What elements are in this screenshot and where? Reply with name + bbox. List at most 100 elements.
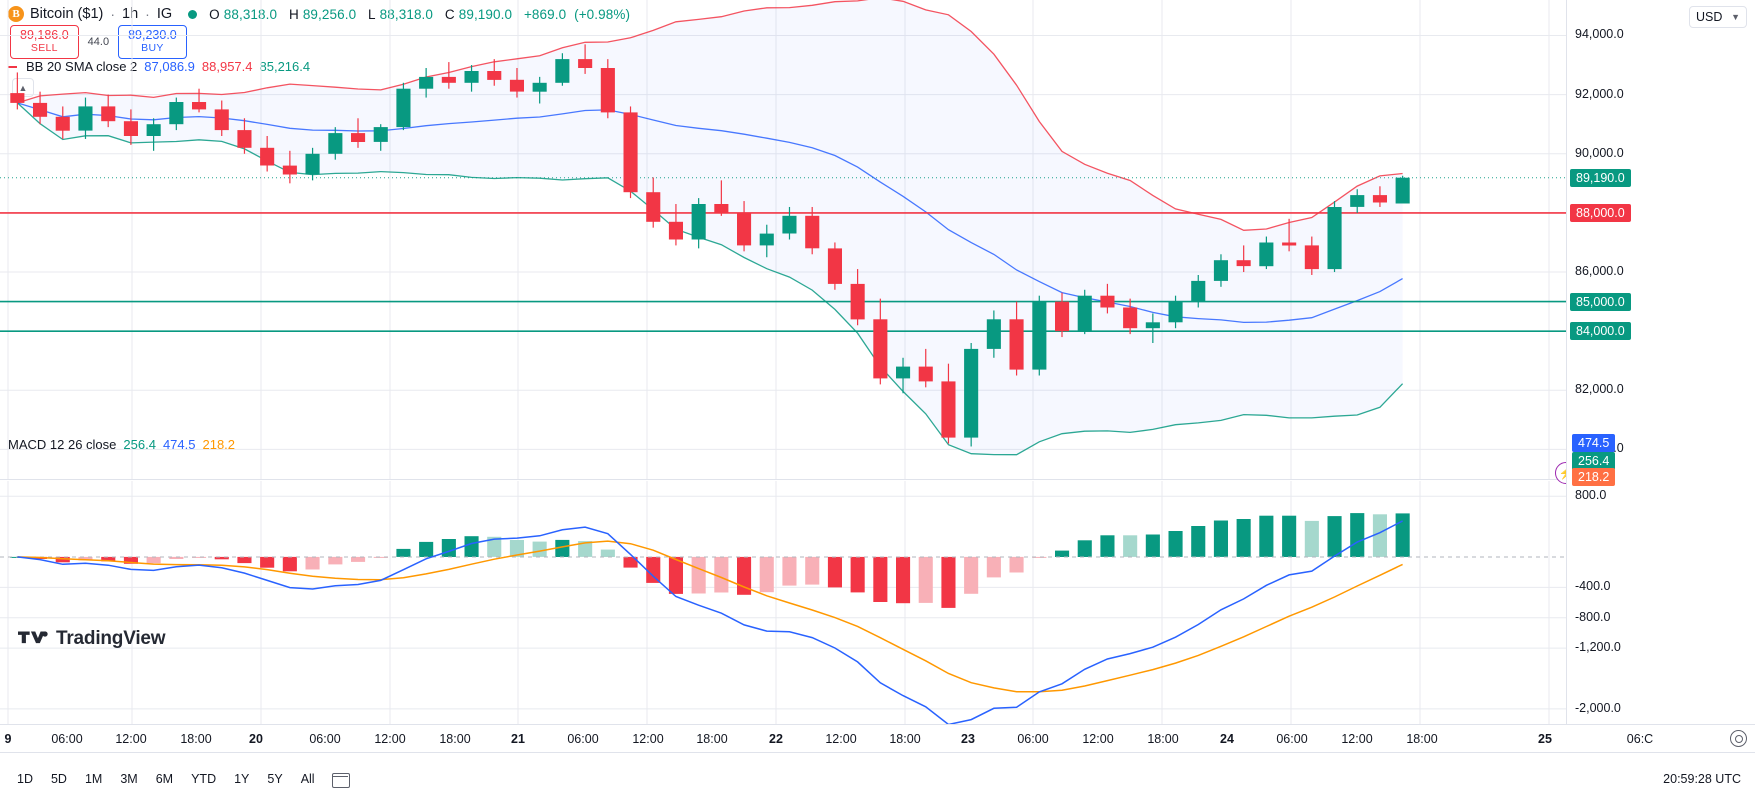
macd-signal-value: 474.5 (162, 437, 196, 452)
bb-basis-value: 87,086.9 (144, 59, 195, 74)
close-value: 89,190.0 (458, 6, 513, 22)
price-tick: 90,000.0 (1575, 145, 1624, 160)
pane-divider[interactable] (0, 479, 1755, 480)
ohlc-values: O 88,318.0 H 89,256.0 L 88,318.0 C 89,190.0 … (209, 7, 634, 22)
buy-button[interactable]: 89,230.0 BUY (118, 25, 187, 60)
symbol-legend: B Bitcoin ($1) · 1h · IG O 88,318.0 H 89,2… (8, 6, 634, 22)
time-tick: 12:00 (374, 732, 406, 746)
time-tick: 06:00 (51, 732, 83, 746)
interval-label[interactable]: 1h (122, 6, 139, 22)
time-tick: 18:00 (889, 732, 921, 746)
macd-title: MACD 12 26 close (8, 437, 117, 452)
sell-label: SELL (30, 41, 58, 54)
market-status-dot[interactable] (188, 9, 198, 19)
legend-separator-1: · (110, 6, 116, 22)
time-tick: 18:00 (439, 732, 471, 746)
tradingview-brand: TradingView (56, 628, 166, 649)
high-label: H (288, 6, 299, 22)
macd-tick: -800.0 (1575, 609, 1611, 624)
macd-tick: -400.0 (1575, 579, 1611, 594)
macd-badge[interactable]: 256.4 (1572, 452, 1616, 470)
bottom-toolbar: 1D 5D 1M 3M 6M YTD 1Y 5Y All 20:59:28 UTC (0, 752, 1755, 804)
time-tick: 18:00 (180, 732, 212, 746)
macd-chart-pane[interactable] (0, 481, 1566, 724)
range-button-1y[interactable]: 1Y (227, 768, 256, 790)
tradingview-logo: TradingView (18, 628, 166, 650)
time-tick: 24 (1220, 732, 1234, 746)
buy-label: BUY (141, 41, 164, 54)
macd-gridlines (0, 481, 1566, 724)
macd-badge[interactable]: 474.5 (1572, 434, 1616, 452)
macd-signal-lines (17, 520, 1403, 724)
price-chart-canvas (0, 0, 1566, 479)
trade-panel: 89,186.0 SELL 44.0 89,230.0 BUY (10, 25, 187, 60)
low-label: L (368, 6, 376, 22)
time-tick: 23 (961, 732, 975, 746)
time-tick: 18:00 (696, 732, 728, 746)
range-button-5d[interactable]: 5D (44, 768, 74, 790)
macd-badge[interactable]: 218.2 (1572, 468, 1616, 486)
time-tick: 20 (249, 732, 263, 746)
bb-title: BB 20 SMA close 2 (26, 59, 138, 74)
bb-line-icon (8, 65, 17, 68)
open-value: 88,318.0 (223, 6, 278, 22)
time-tick: 12:00 (632, 732, 664, 746)
macd-legend[interactable]: MACD 12 26 close 256.4 474.5 218.2 (8, 437, 235, 452)
symbol-name[interactable]: Bitcoin ($1) (30, 6, 104, 22)
bitcoin-icon: B (8, 6, 24, 22)
time-tick: 9 (4, 732, 12, 746)
calendar-icon[interactable] (331, 770, 350, 788)
currency-selector[interactable]: USD ▼ (1689, 6, 1747, 28)
time-tick: 18:00 (1406, 732, 1438, 746)
time-settings-icon[interactable] (1730, 730, 1747, 747)
range-button-1d[interactable]: 1D (10, 768, 40, 790)
time-tick: 12:00 (1341, 732, 1373, 746)
legend-separator-2: · (145, 6, 150, 22)
candlestick-series (10, 44, 1410, 447)
range-buttons: 1D 5D 1M 3M 6M YTD 1Y 5Y All (0, 768, 322, 790)
price-badge-support-line[interactable]: 85,000.0 (1570, 292, 1631, 311)
time-tick: 06:00 (309, 732, 341, 746)
bb-band-fill (17, 0, 1403, 455)
range-button-6m[interactable]: 6M (149, 768, 180, 790)
range-button-3m[interactable]: 3M (113, 768, 144, 790)
price-badge-resistance-line[interactable]: 88,000.0 (1570, 203, 1631, 222)
high-value: 89,256.0 (302, 6, 357, 22)
time-tick: 18:00 (1147, 732, 1179, 746)
low-value: 88,318.0 (379, 6, 434, 22)
time-tick: 25 (1538, 732, 1552, 746)
bollinger-bands-legend[interactable]: BB 20 SMA close 2 87,086.9 88,957.4 85,2… (8, 59, 310, 74)
price-tick: 86,000.0 (1575, 264, 1624, 279)
tradingview-logo-icon (18, 631, 48, 644)
time-tick: 12:00 (1082, 732, 1114, 746)
macd-tick: 800.0 (1575, 488, 1607, 503)
range-button-1m[interactable]: 1M (78, 768, 109, 790)
macd-tick: -2,000.0 (1575, 700, 1621, 715)
time-tick: 06:00 (1017, 732, 1049, 746)
macd-hist-value: 218.2 (202, 437, 236, 452)
close-label: C (444, 6, 455, 22)
horizontal-price-lines (0, 177, 1566, 332)
macd-histogram (10, 513, 1410, 608)
price-axis[interactable]: USD ▼ 94,000.0 92,000.0 90,000.0 88,000.0 86… (1566, 0, 1755, 724)
price-badge-support-line[interactable]: 84,000.0 (1570, 322, 1631, 341)
utc-clock: 20:59:28 UTC (1663, 771, 1741, 786)
range-button-all[interactable]: All (294, 768, 322, 790)
time-tick: 06:00 (567, 732, 599, 746)
spread-value: 44.0 (87, 36, 110, 49)
time-tick: 12:00 (825, 732, 857, 746)
macd-chart-canvas (0, 481, 1566, 724)
time-axis[interactable]: 9 06:00 12:00 18:00 20 06:00 12:00 18:00 21 06:00… (0, 724, 1755, 752)
price-badge-last-price[interactable]: 89,190.0 (1570, 168, 1631, 187)
time-tick: 22 (769, 732, 783, 746)
change-value: +869.0 (523, 6, 567, 22)
exchange-label[interactable]: IG (156, 6, 173, 22)
range-button-ytd[interactable]: YTD (184, 768, 223, 790)
sell-button[interactable]: 89,186.0 SELL (10, 25, 79, 60)
range-button-5y[interactable]: 5Y (260, 768, 289, 790)
time-tick: 06:00 (1276, 732, 1308, 746)
time-tick: 12:00 (115, 732, 147, 746)
macd-tick: -1,200.0 (1575, 640, 1621, 655)
price-chart-pane[interactable] (0, 0, 1566, 479)
